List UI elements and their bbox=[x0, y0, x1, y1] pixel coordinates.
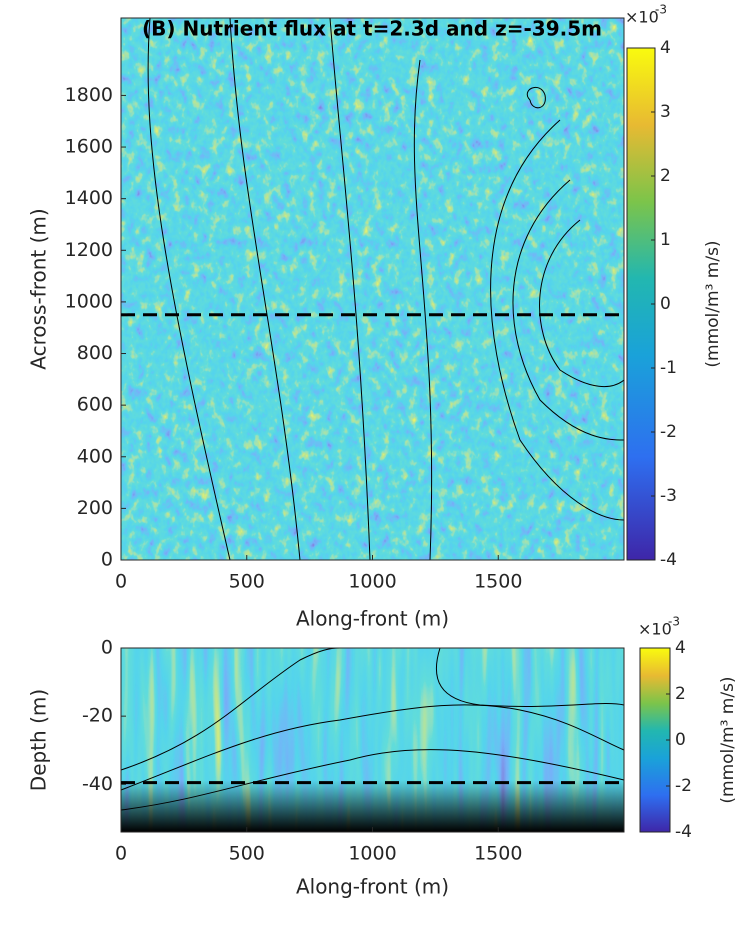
colorbar-tick-label: 3 bbox=[660, 102, 671, 122]
x-tick-label: 1500 bbox=[474, 571, 522, 593]
y-tick-label: 200 bbox=[77, 497, 113, 519]
x-tick-label: 1000 bbox=[348, 571, 396, 593]
multiplier-exponent: -3 bbox=[668, 615, 680, 629]
y-tick-label: 400 bbox=[77, 445, 113, 467]
field-shade bbox=[121, 780, 624, 832]
y-tick-label: 1000 bbox=[65, 290, 113, 312]
colorbar-tick-label: -1 bbox=[660, 358, 677, 378]
y-tick-label: 1800 bbox=[65, 84, 113, 106]
y-axis-label: Depth (m) bbox=[27, 689, 51, 791]
colorbar-tick-label: -2 bbox=[675, 776, 692, 796]
x-tick-label: 0 bbox=[115, 843, 127, 865]
x-tick-label: 1000 bbox=[348, 843, 396, 865]
colorbar-tick-label: -2 bbox=[660, 422, 677, 442]
colorbar-label: (mmol/m³ m/s) bbox=[718, 676, 738, 803]
colorbar bbox=[639, 647, 671, 833]
colorbar-tick-label: 0 bbox=[675, 730, 686, 750]
x-tick-label: 1500 bbox=[474, 843, 522, 865]
colorbar-label: (mmol/m³ m/s) bbox=[703, 240, 723, 367]
colorbar bbox=[626, 47, 656, 561]
contours bbox=[120, 17, 625, 811]
colorbar-tick-label: 4 bbox=[660, 38, 671, 58]
multiplier: ×10 bbox=[638, 620, 672, 639]
colorbar-tick-label: 2 bbox=[675, 684, 686, 704]
y-tick-label: -40 bbox=[82, 773, 113, 795]
x-tick-label: 500 bbox=[229, 843, 265, 865]
colorbar-tick-label: 4 bbox=[675, 638, 686, 658]
colorbar-tick-label: -4 bbox=[660, 550, 677, 570]
y-tick-label: 600 bbox=[77, 394, 113, 416]
x-axis-label: Along-front (m) bbox=[296, 875, 449, 899]
x-axis-label: Along-front (m) bbox=[296, 607, 449, 631]
y-tick-label: 0 bbox=[101, 637, 113, 659]
y-tick-label: 1600 bbox=[65, 136, 113, 158]
colorbar-tick-label: -3 bbox=[660, 486, 677, 506]
y-tick-label: 1200 bbox=[65, 239, 113, 261]
colorbar-tick-label: 0 bbox=[660, 294, 671, 314]
y-tick-label: -20 bbox=[82, 705, 113, 727]
x-tick-label: 500 bbox=[229, 571, 265, 593]
x-tick-label: 0 bbox=[115, 571, 127, 593]
colorbar-tick-label: -4 bbox=[675, 822, 692, 842]
y-tick-label: 1400 bbox=[65, 187, 113, 209]
field-texture bbox=[121, 18, 624, 560]
multiplier: ×10 bbox=[625, 8, 659, 27]
y-axis-label: Across-front (m) bbox=[27, 208, 51, 369]
multiplier-exponent: -3 bbox=[655, 3, 667, 17]
y-tick-label: 800 bbox=[77, 342, 113, 364]
chart-title: (B) Nutrient flux at t=2.3d and z=-39.5m bbox=[142, 17, 602, 41]
colorbar-tick-label: 2 bbox=[660, 166, 671, 186]
y-tick-label: 0 bbox=[101, 549, 113, 571]
colorbar-tick-label: 1 bbox=[660, 230, 671, 250]
